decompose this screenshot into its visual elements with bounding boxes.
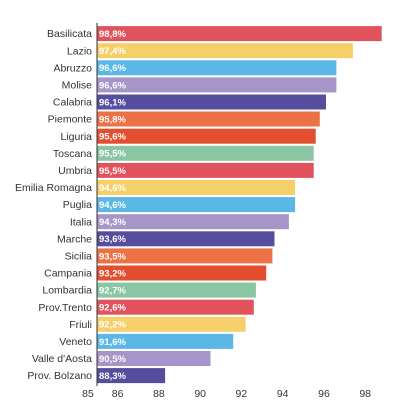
x-tick-label: 92 [236,388,248,400]
value-label: 93,6% [99,234,126,245]
x-tick-label: 86 [112,388,124,400]
bar-umbria [97,162,314,178]
bar-marche [97,231,275,247]
value-label: 92,6% [99,303,126,314]
bar-lombardia [97,282,256,298]
value-labels: 98,8% 97,4% 96,6% 96,6% 96,1% 95,8% 95,6% 95,5%… [99,29,126,382]
category-label: Toscana [53,148,92,160]
value-label: 92,7% [99,285,126,296]
category-labels: Basilicata Lazio Abruzzo Molise Calabria Piem… [15,28,92,382]
bar-liguria [97,128,316,144]
bar-prov-trento [97,299,254,315]
value-label: 93,5% [99,251,126,262]
value-label: 94,3% [99,217,126,228]
category-label: Lazio [67,45,92,57]
value-label: 97,4% [99,46,126,57]
value-label: 88,3% [99,371,126,382]
category-label: Marche [57,233,92,245]
bar-puglia [97,197,296,213]
x-tick-labels: 85 86 88 90 92 94 96 98 [82,388,371,400]
bar-toscana [97,145,314,161]
category-label: Italia [70,216,92,228]
bar-molise [97,77,337,93]
category-label: Campania [44,268,92,280]
bar-italia [97,214,289,230]
x-tick-label: 88 [153,388,165,400]
value-label: 98,8% [99,29,126,40]
x-tick-label: 90 [194,388,206,400]
category-label: Friuli [69,319,92,331]
category-label: Umbria [58,165,92,177]
category-label: Calabria [53,97,92,109]
bar-campania [97,265,267,281]
category-label: Lombardia [42,285,92,297]
value-label: 94,6% [99,183,126,194]
value-label: 95,5% [99,166,126,177]
value-label: 96,1% [99,97,126,108]
value-label: 95,6% [99,132,126,143]
category-label: Prov.Trento [38,302,92,314]
x-tick-label: 85 [82,388,94,400]
category-label: Veneto [59,336,92,348]
bar-veneto [97,333,234,349]
value-label: 96,6% [99,80,126,91]
bar-emilia-romagna [97,180,296,195]
value-label: 93,2% [99,268,126,279]
bar-friuli [97,316,246,332]
value-label: 94,6% [99,200,126,211]
bar-calabria [97,94,326,110]
bar-sicilia [97,248,273,264]
category-label: Puglia [63,199,92,211]
category-label: Molise [62,80,93,92]
value-label: 91,6% [99,337,126,348]
bar-lazio [97,43,353,59]
bars-group [97,26,382,384]
x-tick-label: 96 [318,388,330,400]
bar-abruzzo [97,60,337,76]
value-label: 95,5% [99,149,126,160]
category-label: Abruzzo [53,62,92,74]
bar-basilicata [97,26,382,42]
value-label: 95,8% [99,115,126,126]
value-label: 90,5% [99,354,126,365]
category-label: Sicilia [65,251,93,263]
x-tick-label: 98 [359,388,371,400]
category-label: Liguria [60,131,92,143]
bar-prov-bolzano [97,368,166,384]
x-tick-label: 94 [277,388,289,400]
value-label: 92,2% [99,320,126,331]
value-label: 96,6% [99,63,126,74]
category-label: Valle d'Aosta [32,353,92,365]
bar-piemonte [97,111,320,127]
category-label: Basilicata [47,28,92,40]
category-label: Emilia Romagna [15,182,92,194]
category-label: Piemonte [48,114,93,126]
category-label: Prov. Bolzano [27,370,92,382]
bar-valle-d-aosta [97,351,211,366]
